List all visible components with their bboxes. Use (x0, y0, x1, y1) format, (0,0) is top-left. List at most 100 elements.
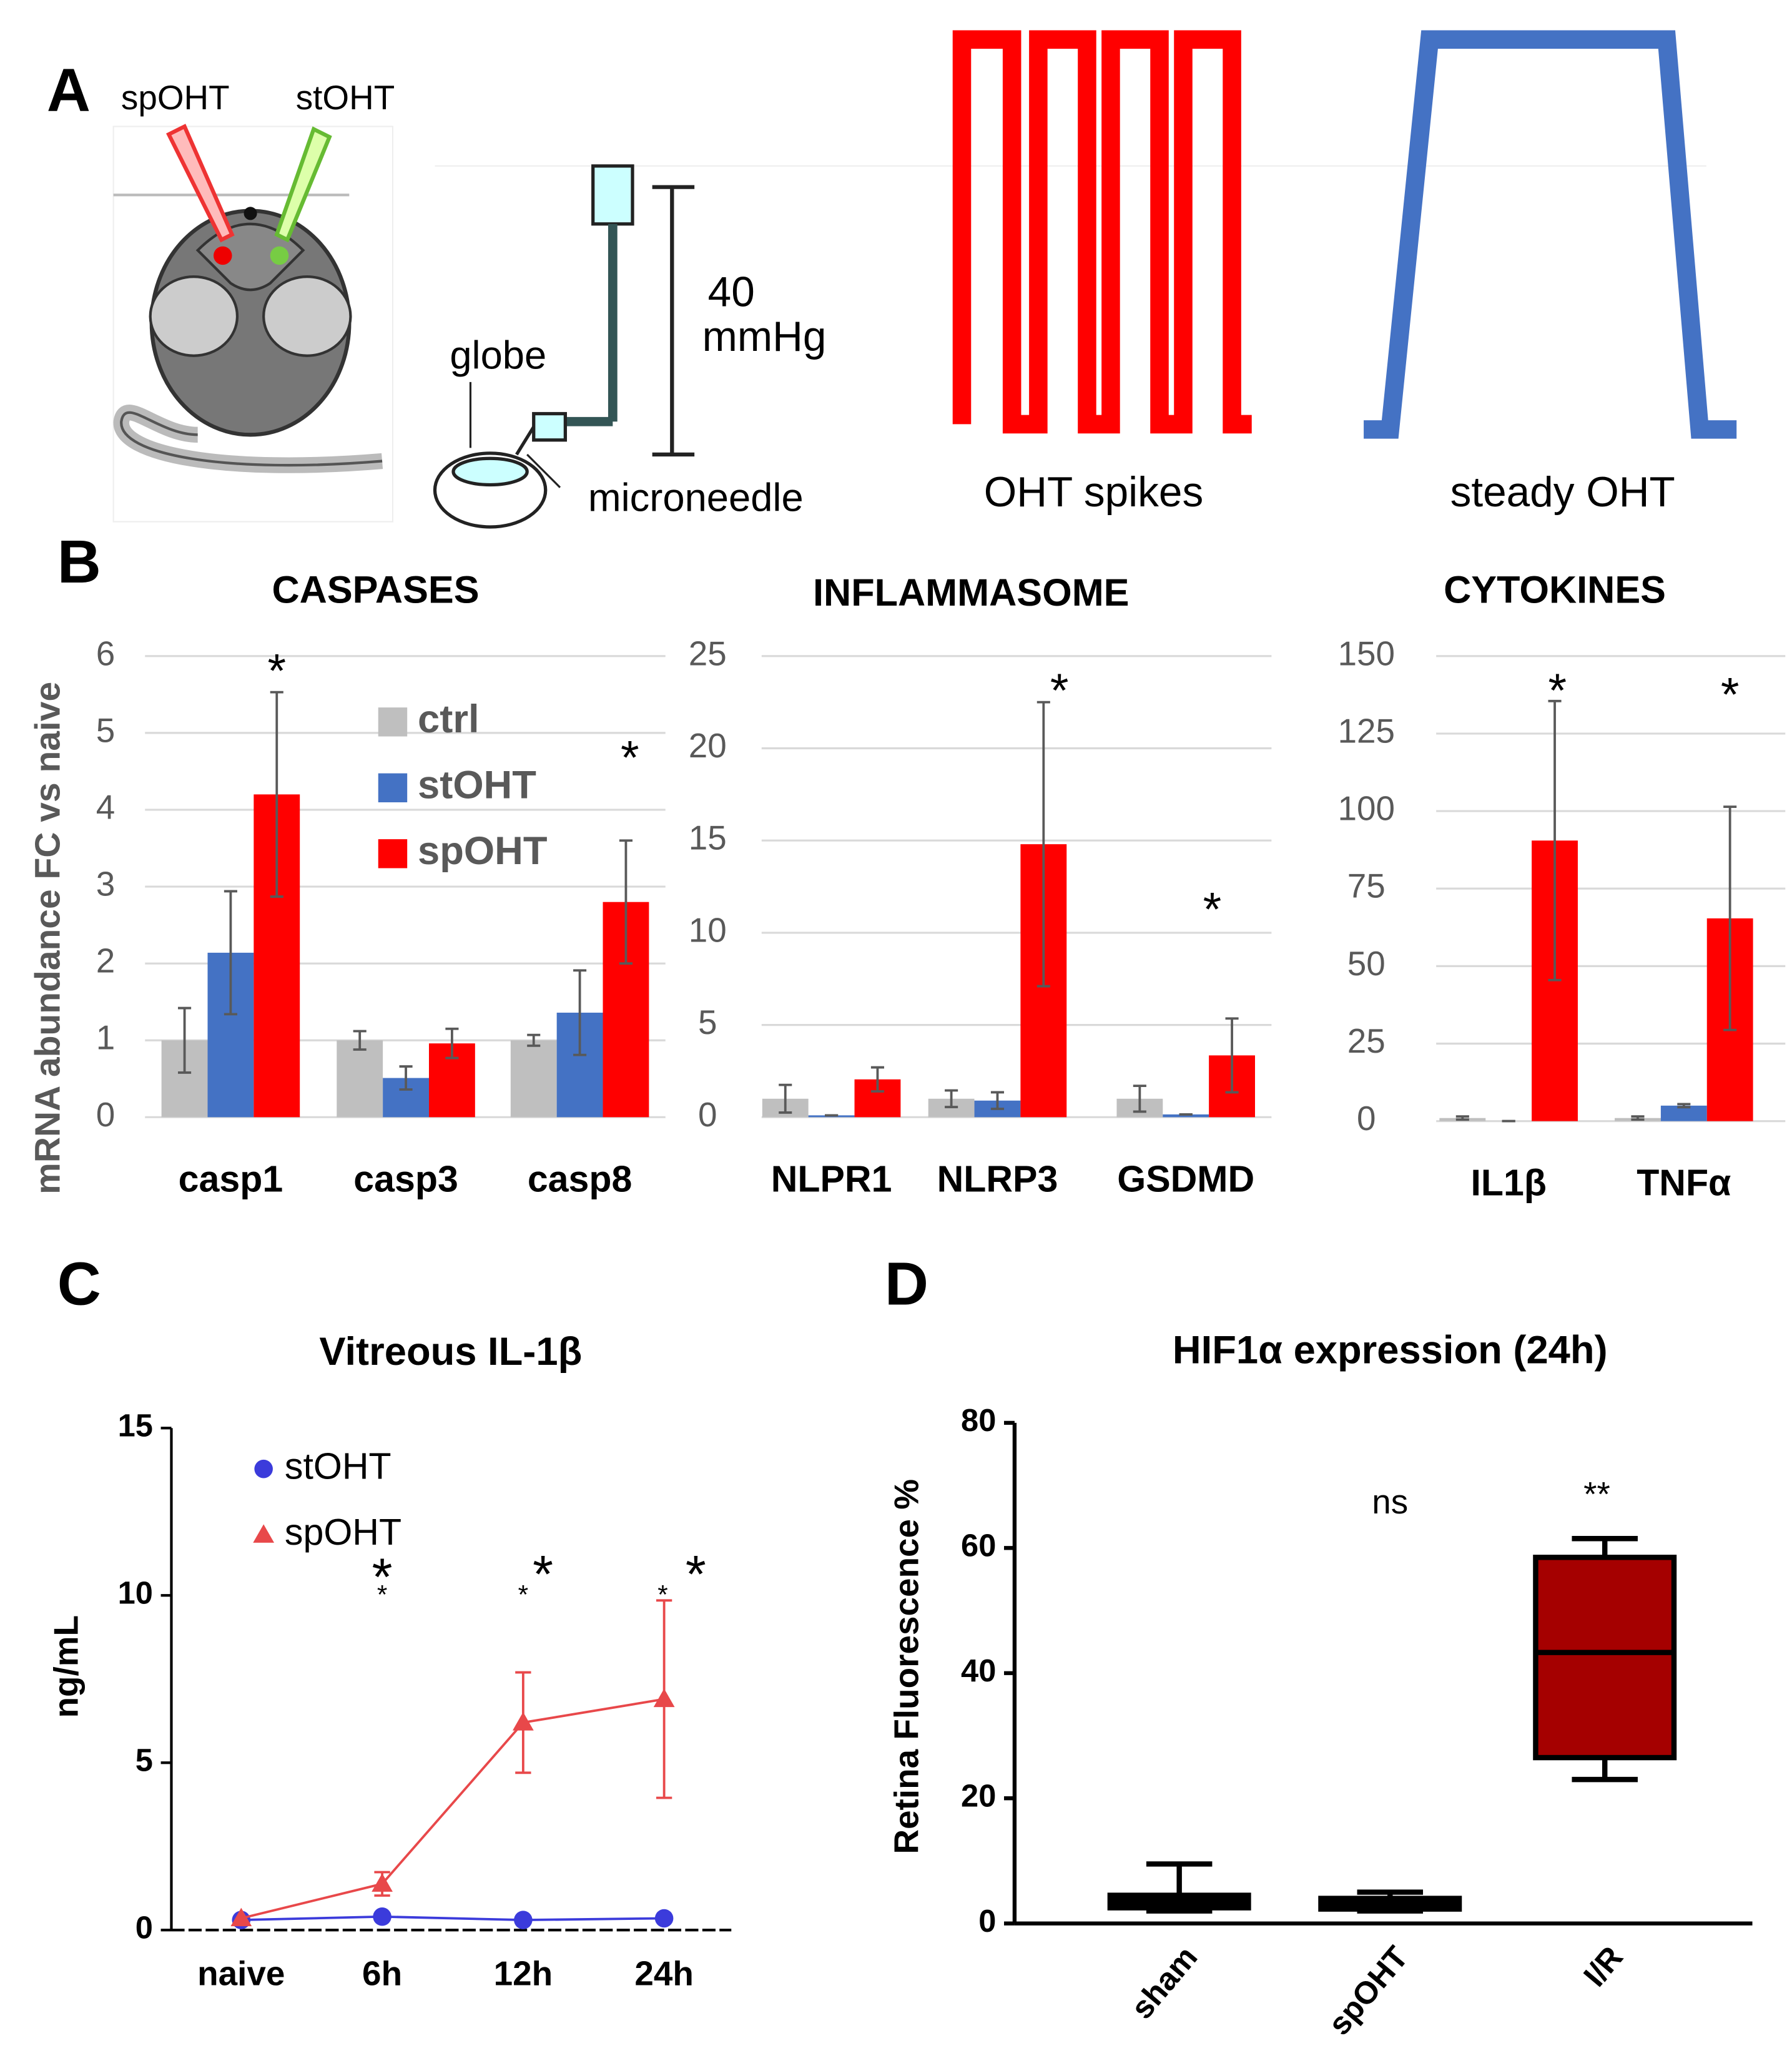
y-tick-label: 0 (978, 1903, 996, 1939)
y-axis-label: mRNA abundance FC vs naive (27, 682, 67, 1194)
marker (254, 1459, 273, 1478)
y-tick-label: 10 (118, 1575, 153, 1611)
injection-label: spOHT (121, 78, 230, 117)
annotation: * (533, 1545, 553, 1603)
x-tick-label: NLRP3 (937, 1158, 1058, 1199)
marker (512, 1712, 534, 1731)
marker (230, 1907, 252, 1927)
y-tick-label: 80 (961, 1402, 996, 1438)
y-tick-label: 0 (698, 1095, 717, 1134)
chart-title: Vitreous IL-1β (319, 1330, 582, 1374)
injection-label: stOHT (296, 78, 395, 117)
marker (514, 1911, 533, 1929)
x-tick-label: casp8 (528, 1158, 633, 1199)
x-tick-label: 24h (634, 1954, 694, 1993)
annotation: ns (1372, 1482, 1408, 1521)
annotation: * (1050, 664, 1069, 717)
marker (653, 1688, 675, 1708)
waveform-label: OHT spikes (984, 469, 1203, 516)
chart-title: CASPASES (272, 569, 479, 611)
annotation: * (1548, 664, 1567, 717)
y-tick-label: 40 (961, 1653, 996, 1688)
panel-label: B (57, 528, 101, 596)
marker (253, 1524, 275, 1543)
y-tick-label: 0 (96, 1095, 116, 1134)
chart-title: INFLAMMASOME (813, 571, 1129, 614)
y-tick-label: 6 (96, 634, 116, 672)
y-tick-label: 100 (1338, 789, 1396, 828)
annotation: * (518, 1580, 528, 1610)
y-tick-label: 60 (961, 1528, 996, 1563)
apparatus-label: globe (450, 334, 546, 378)
chart-title: HIF1α expression (24h) (1173, 1329, 1608, 1372)
annotation: * (621, 732, 639, 785)
x-tick-label: naive (197, 1954, 285, 1993)
y-tick-label: 0 (135, 1910, 153, 1946)
x-tick-label: spOHT (1321, 1939, 1415, 2042)
mouse-illustration (112, 124, 394, 523)
legend-label: stOHT (285, 1445, 391, 1487)
pressure-unit: mmHg (702, 313, 827, 360)
y-tick-label: 5 (96, 711, 116, 749)
legend-label: spOHT (285, 1512, 401, 1553)
annotation: * (686, 1545, 706, 1603)
bar (510, 1040, 557, 1118)
y-tick-label: 5 (698, 1003, 717, 1041)
annotation: * (372, 1547, 393, 1606)
x-tick-label: GSDMD (1117, 1158, 1254, 1199)
y-tick-label: 20 (689, 726, 727, 765)
marker (373, 1907, 391, 1926)
annotation: * (377, 1580, 387, 1610)
legend-label: spOHT (418, 829, 547, 873)
annotation: ** (1583, 1475, 1610, 1513)
annotation: * (267, 644, 286, 697)
legend-swatch (378, 707, 408, 737)
y-tick-label: 1 (96, 1018, 116, 1057)
waveform-label: steady OHT (1450, 469, 1675, 516)
y-tick-label: 25 (1347, 1021, 1386, 1060)
pressure-value: 40 (708, 268, 755, 315)
legend-label: ctrl (418, 697, 480, 741)
x-tick-label: casp3 (353, 1158, 458, 1199)
y-tick-label: 75 (1347, 867, 1386, 905)
x-tick-label: I/R (1577, 1939, 1630, 1993)
apparatus-label: microneedle (588, 476, 804, 520)
annotation: * (657, 1580, 667, 1610)
marker (372, 1873, 393, 1892)
annotation: * (1721, 668, 1740, 721)
y-tick-label: 50 (1347, 944, 1386, 983)
marker (654, 1909, 674, 1928)
x-tick-label: 12h (494, 1954, 553, 1993)
panel-label: C (57, 1249, 101, 1317)
y-tick-label: 15 (689, 819, 727, 857)
x-tick-label: sham (1124, 1939, 1204, 2025)
y-tick-label: 150 (1338, 634, 1396, 672)
spike-waveform (952, 30, 1252, 434)
y-axis-label: ng/mL (46, 1615, 85, 1718)
y-tick-label: 5 (135, 1743, 153, 1778)
x-tick-label: IL1β (1470, 1163, 1546, 1204)
line (240, 1698, 664, 1920)
x-tick-label: NLPR1 (771, 1158, 892, 1199)
panel-label: A (47, 56, 91, 124)
x-tick-label: 6h (362, 1954, 402, 1993)
legend-swatch (378, 773, 408, 803)
x-tick-label: TNFα (1637, 1163, 1731, 1204)
panel-label: D (885, 1249, 928, 1317)
y-tick-label: 0 (1357, 1099, 1376, 1138)
annotation: * (1203, 883, 1222, 936)
apparatus (433, 164, 1706, 529)
y-tick-label: 125 (1338, 711, 1396, 750)
y-tick-label: 2 (96, 942, 116, 980)
line (241, 1915, 664, 1922)
y-axis-label: Retina Fluorescence % (887, 1479, 926, 1854)
y-tick-label: 20 (961, 1778, 996, 1814)
y-tick-label: 25 (689, 634, 727, 672)
box (1533, 1555, 1677, 1761)
legend-label: stOHT (418, 764, 536, 807)
y-tick-label: 10 (689, 910, 727, 949)
bar (1163, 1114, 1209, 1118)
x-tick-label: casp1 (179, 1158, 283, 1199)
y-tick-label: 3 (96, 865, 116, 903)
